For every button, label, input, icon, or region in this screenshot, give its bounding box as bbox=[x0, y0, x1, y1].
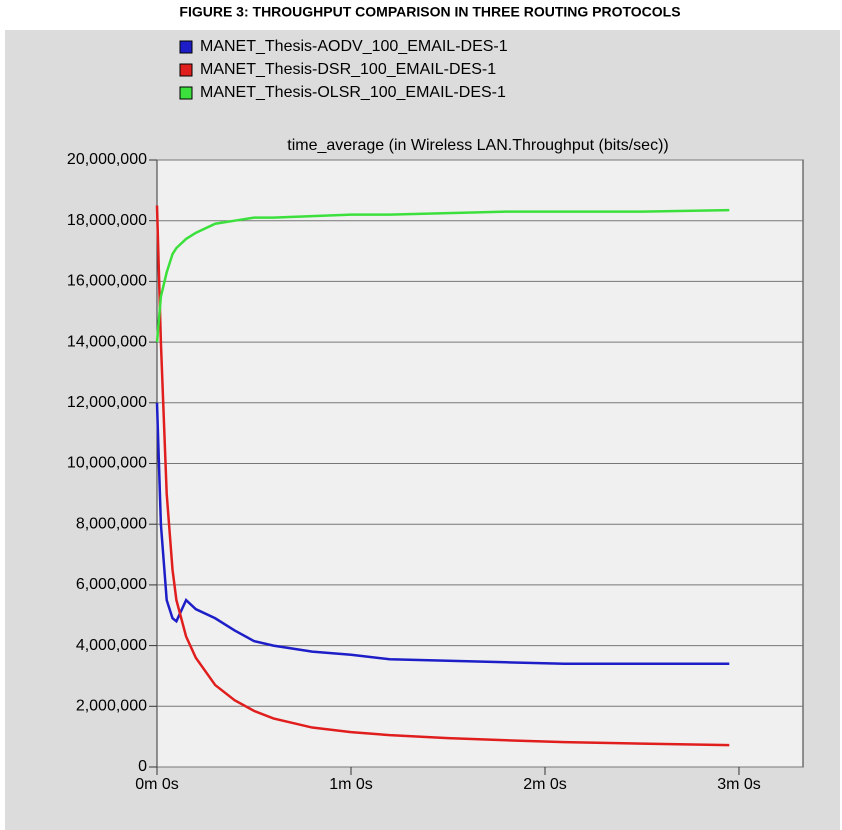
y-tick-label: 16,000,000 bbox=[67, 273, 147, 290]
series-line bbox=[155, 208, 730, 343]
y-tick-label: 18,000,000 bbox=[67, 212, 147, 229]
x-tick-label: 0m 0s bbox=[135, 776, 179, 793]
legend-label: MANET_Thesis-DSR_100_EMAIL-DES-1 bbox=[200, 61, 496, 78]
legend-swatch bbox=[179, 40, 193, 54]
legend-swatch bbox=[179, 86, 193, 100]
y-tick-label: 8,000,000 bbox=[76, 515, 147, 532]
legend-label: MANET_Thesis-AODV_100_EMAIL-DES-1 bbox=[200, 38, 508, 55]
chart-subtitle: time_average (in Wireless LAN.Throughput… bbox=[287, 137, 668, 154]
y-tick-label: 4,000,000 bbox=[76, 637, 147, 654]
y-tick-label: 6,000,000 bbox=[76, 576, 147, 593]
x-tick-label: 2m 0s bbox=[523, 776, 567, 793]
y-tick-label: 10,000,000 bbox=[67, 455, 147, 472]
legend-label: MANET_Thesis-OLSR_100_EMAIL-DES-1 bbox=[200, 84, 506, 101]
legend-swatch bbox=[179, 63, 193, 77]
y-tick-label: 0 bbox=[138, 758, 147, 775]
y-tick-label: 2,000,000 bbox=[76, 698, 147, 715]
y-tick-label: 14,000,000 bbox=[67, 333, 147, 350]
y-tick-label: 12,000,000 bbox=[67, 394, 147, 411]
series-line bbox=[155, 205, 730, 747]
chart-title: FIGURE 3: THROUGHPUT COMPARISON IN THREE… bbox=[179, 4, 680, 20]
series-line bbox=[155, 402, 730, 666]
x-tick-label: 1m 0s bbox=[329, 776, 373, 793]
x-tick-label: 3m 0s bbox=[717, 776, 761, 793]
y-tick-label: 20,000,000 bbox=[67, 151, 147, 168]
